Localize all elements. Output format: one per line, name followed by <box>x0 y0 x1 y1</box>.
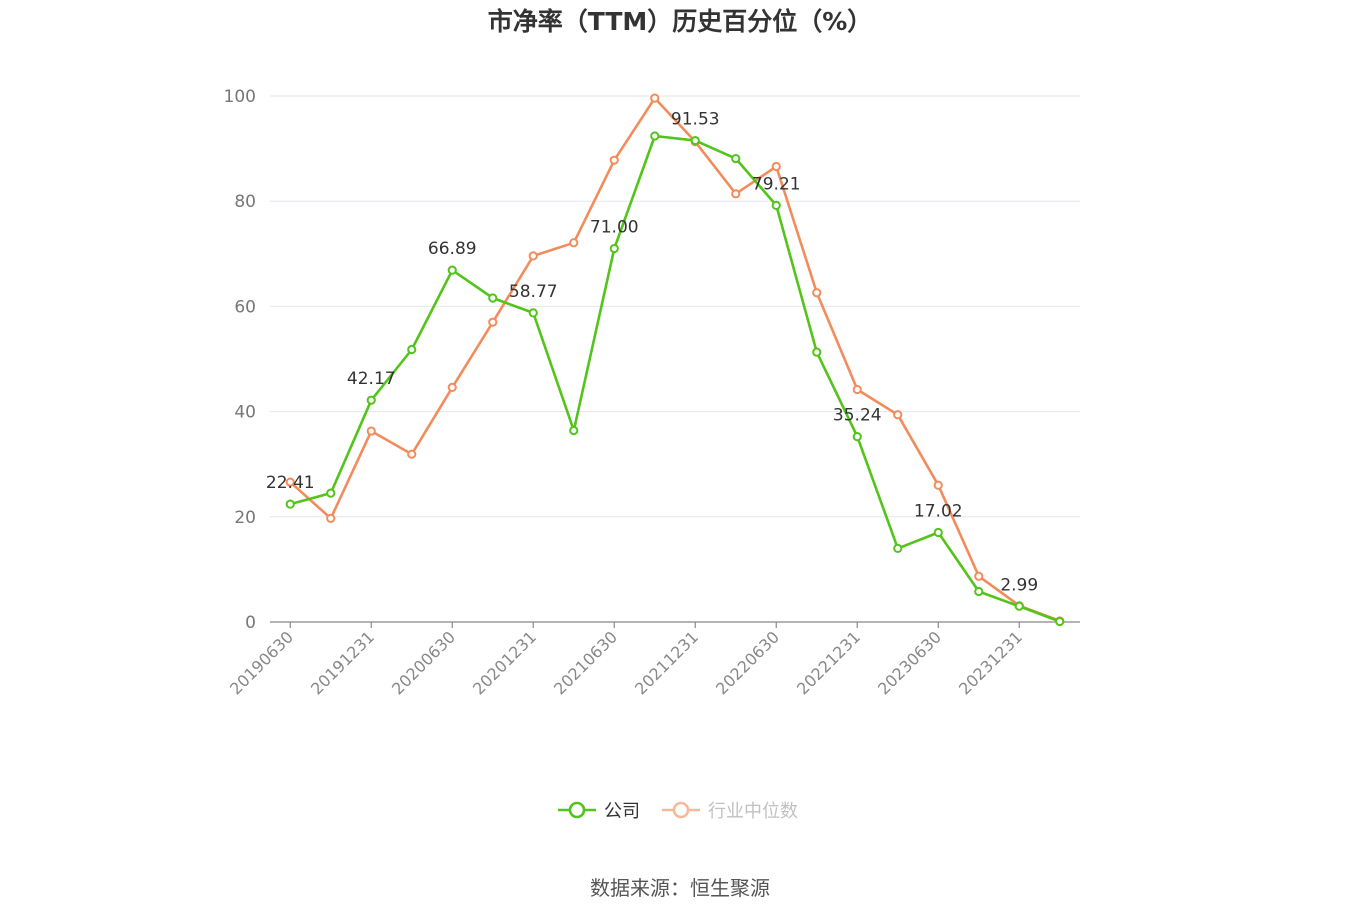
data-point <box>731 153 741 164</box>
legend-label: 公司 <box>604 801 640 822</box>
data-point <box>1055 616 1065 627</box>
series-lines <box>285 93 1065 627</box>
data-source: 数据来源：恒生聚源 <box>590 876 770 900</box>
data-point <box>974 586 984 597</box>
chart-title: 市净率（TTM）历史百分位（%） <box>487 7 873 36</box>
y-tick-label: 40 <box>234 403 256 423</box>
data-point <box>407 344 417 355</box>
data-label: 17.02 <box>914 501 963 521</box>
data-point <box>609 243 619 254</box>
x-tick-label: 20221231 <box>793 627 864 698</box>
data-point <box>893 410 903 420</box>
legend-item-1[interactable]: 行业中位数 <box>662 801 798 822</box>
series-line-0 <box>289 134 1061 623</box>
x-tick-label: 20190630 <box>226 627 297 698</box>
data-point <box>974 571 984 581</box>
x-tick-label: 20200630 <box>388 627 459 698</box>
x-tick-label: 20220630 <box>712 627 783 698</box>
data-point <box>771 200 781 210</box>
data-point <box>447 382 457 393</box>
data-point <box>650 93 660 103</box>
data-point <box>326 513 336 523</box>
data-point <box>933 480 943 490</box>
data-point <box>690 135 700 146</box>
y-tick-label: 100 <box>224 87 256 107</box>
data-point <box>893 543 903 553</box>
y-tick-label: 80 <box>234 192 256 212</box>
data-point <box>933 527 943 538</box>
grid-lines <box>270 95 1080 518</box>
data-label: 35.24 <box>833 406 882 426</box>
data-point <box>650 131 660 141</box>
data-point <box>812 347 822 357</box>
axes: 0 20 40 60 80 100 20190630 20191231 20200630 2020… <box>224 87 1080 698</box>
data-label: 42.17 <box>347 369 396 389</box>
data-point <box>366 395 376 405</box>
data-point <box>609 155 619 165</box>
legend: 公司 行业中位数 <box>558 801 798 822</box>
x-tick-label: 20210630 <box>550 627 621 698</box>
data-point <box>528 308 538 318</box>
x-tick-label: 20191231 <box>307 627 378 698</box>
data-point <box>326 488 336 498</box>
data-label: 2.99 <box>1000 575 1038 595</box>
y-tick-label: 0 <box>245 613 256 633</box>
data-point <box>771 161 781 172</box>
data-label: 71.00 <box>590 218 639 238</box>
data-point <box>285 499 295 509</box>
x-tick-label: 20211231 <box>631 627 702 698</box>
x-tick-label: 20230630 <box>874 627 945 698</box>
x-tick-label: 20201231 <box>469 627 540 698</box>
data-point <box>488 293 498 303</box>
data-label: 79.21 <box>752 174 801 194</box>
data-point <box>366 426 376 436</box>
series-line-1 <box>289 96 1061 623</box>
data-point <box>407 449 417 459</box>
y-tick-label: 20 <box>234 508 256 528</box>
data-point <box>852 384 862 395</box>
data-point <box>447 265 457 275</box>
data-label: 58.77 <box>509 282 558 302</box>
data-label: 66.89 <box>428 239 477 259</box>
y-tick-label: 60 <box>234 297 256 317</box>
data-point <box>569 425 579 436</box>
data-labels: 22.41 42.17 66.89 58.77 71.00 91.53 79.21 35.24… <box>266 110 1038 596</box>
data-point <box>285 477 295 487</box>
data-point <box>852 432 862 442</box>
data-point <box>1014 601 1024 611</box>
data-point <box>812 288 822 298</box>
data-label: 91.53 <box>671 110 720 130</box>
legend-item-0[interactable]: 公司 <box>558 801 640 822</box>
x-tick-label: 20231231 <box>955 627 1026 698</box>
legend-marker <box>568 801 586 819</box>
data-point <box>488 317 498 327</box>
legend-marker <box>672 801 690 819</box>
data-point <box>569 238 579 248</box>
legend-label: 行业中位数 <box>708 801 798 822</box>
data-label: 22.41 <box>266 473 315 493</box>
data-point <box>528 251 538 261</box>
data-point <box>731 189 741 199</box>
